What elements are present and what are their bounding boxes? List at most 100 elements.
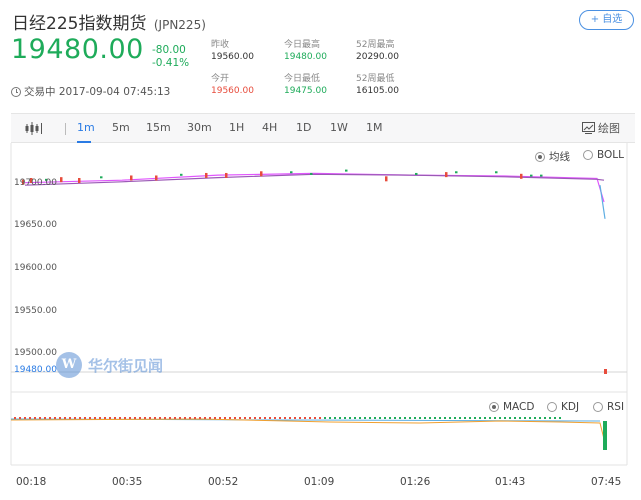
candlestick-icon[interactable] <box>25 122 43 135</box>
y-label-19700: 19700.00 <box>14 178 57 188</box>
macd-bar <box>419 417 421 419</box>
macd-bar <box>399 417 401 419</box>
option-rsi-label: RSI <box>607 401 625 413</box>
macd-bar <box>234 417 236 419</box>
draw-button[interactable]: 绘图 <box>582 120 620 136</box>
tab-1w[interactable]: 1W <box>330 121 348 134</box>
macd-bar <box>529 417 531 419</box>
macd-bar <box>249 417 251 419</box>
option-ma[interactable]: 均线 <box>535 149 570 164</box>
watermark-text: 华尔街见闻 <box>88 356 164 375</box>
candle-21 <box>530 174 533 177</box>
candle-15 <box>385 176 388 182</box>
macd-last-bar <box>603 421 607 450</box>
watermark: W 华尔街见闻 <box>56 352 163 378</box>
macd-bar <box>59 417 61 419</box>
macd-bar <box>389 417 391 419</box>
macd-bar <box>109 417 111 419</box>
macd-bar <box>274 417 276 419</box>
stat-52w-high: 52周最高 20290.00 <box>356 40 399 62</box>
radio-kdj-icon <box>547 402 557 412</box>
macd-bar <box>74 417 76 419</box>
tab-1d[interactable]: 1D <box>296 121 312 134</box>
active-tab-indicator <box>77 141 91 143</box>
instrument-code: (JPN225) <box>153 18 206 32</box>
stat-52w-low: 52周最低 16105.00 <box>356 74 399 96</box>
add-watchlist-button[interactable]: + 自选 <box>579 10 634 30</box>
tab-1m[interactable]: 1m <box>77 121 95 134</box>
macd-bar <box>114 417 116 419</box>
macd-bar <box>554 417 556 419</box>
macd-bar <box>519 417 521 419</box>
macd-bar <box>319 417 321 419</box>
option-rsi[interactable]: RSI <box>593 401 624 413</box>
candle-20 <box>520 173 523 179</box>
latest-drop-line <box>599 185 606 219</box>
macd-bar <box>159 417 161 419</box>
macd-bar <box>179 417 181 419</box>
macd-bar <box>469 417 471 419</box>
macd-bar <box>309 417 311 419</box>
stat-prev-close: 昨收 19560.00 <box>211 40 254 62</box>
change-value: -80.00 <box>152 44 186 56</box>
tab-1h[interactable]: 1H <box>229 121 245 134</box>
macd-bar <box>504 417 506 419</box>
macd-bar <box>54 417 56 419</box>
candle-17 <box>445 172 448 178</box>
macd-bar <box>239 417 241 419</box>
tab-1m-month[interactable]: 1M <box>366 121 383 134</box>
status-text: 交易中 2017-09-04 07:45:13 <box>24 86 171 98</box>
macd-bar <box>94 417 96 419</box>
macd-bar <box>64 417 66 419</box>
macd-bar <box>184 417 186 419</box>
macd-bar <box>244 417 246 419</box>
macd-bar <box>414 417 416 419</box>
candle-19 <box>495 171 498 174</box>
candle-16 <box>415 172 418 175</box>
macd-bar <box>539 417 541 419</box>
macd-bar <box>409 417 411 419</box>
candle-13 <box>310 172 313 175</box>
macd-bar <box>449 417 451 419</box>
candle-8 <box>180 173 183 176</box>
tab-30m[interactable]: 30m <box>187 121 212 134</box>
y-label-current: 19480.00 <box>14 365 57 375</box>
macd-bar <box>49 417 51 419</box>
macd-bar <box>104 417 106 419</box>
tab-5m[interactable]: 5m <box>112 121 130 134</box>
chart-toolbar: 1m 5m 15m 30m 1H 4H 1D 1W 1M 绘图 <box>11 113 635 143</box>
macd-bar <box>314 417 316 419</box>
macd-bar <box>364 417 366 419</box>
macd-bar <box>509 417 511 419</box>
macd-bar <box>259 417 261 419</box>
macd-bar <box>304 417 306 419</box>
tab-15m[interactable]: 15m <box>146 121 171 134</box>
macd-bar <box>224 417 226 419</box>
macd-bar <box>169 417 171 419</box>
option-macd-label: MACD <box>503 401 535 413</box>
macd-bar <box>124 417 126 419</box>
clock-icon <box>11 86 21 97</box>
macd-bar <box>254 417 256 419</box>
tab-4h[interactable]: 4H <box>262 121 278 134</box>
macd-bar <box>429 417 431 419</box>
macd-bar <box>279 417 281 419</box>
draw-icon <box>582 122 595 134</box>
radio-macd-icon <box>489 402 499 412</box>
macd-bar <box>269 417 271 419</box>
macd-bar <box>394 417 396 419</box>
option-kdj[interactable]: KDJ <box>547 401 579 413</box>
toolbar-divider <box>65 123 66 135</box>
option-ma-label: 均线 <box>549 151 570 163</box>
macd-bar <box>134 417 136 419</box>
page-title: 日经225指数期货 (JPN225) <box>12 9 206 34</box>
price-change: -80.00 -0.41% <box>152 44 189 70</box>
x-label: 00:35 <box>112 476 143 488</box>
candle-6 <box>130 175 133 181</box>
stat-high: 今日最高 19480.00 <box>284 40 327 62</box>
option-macd[interactable]: MACD <box>489 401 534 413</box>
macd-bar <box>69 417 71 419</box>
option-boll[interactable]: BOLL <box>583 149 624 161</box>
option-boll-label: BOLL <box>597 149 624 161</box>
x-label: 01:09 <box>304 476 335 488</box>
